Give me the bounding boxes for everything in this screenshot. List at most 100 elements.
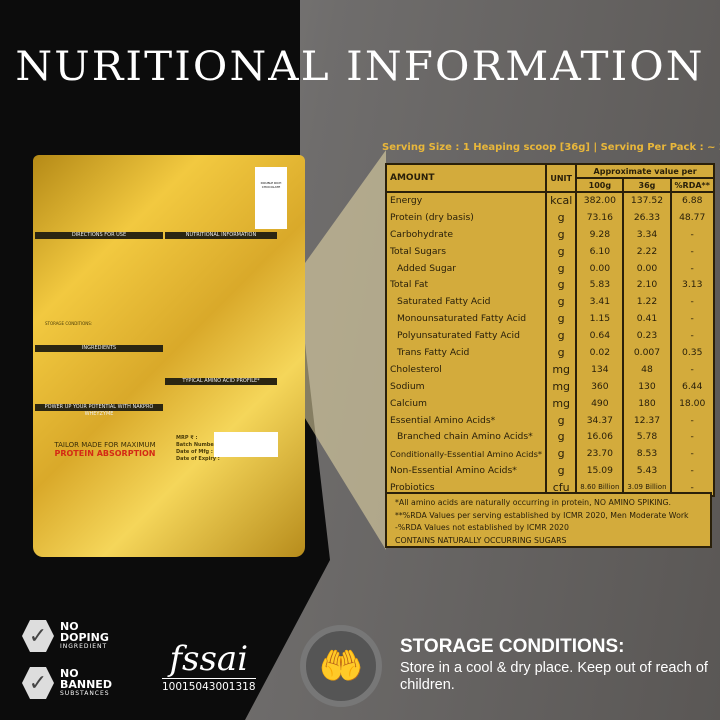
fssai-wordmark: fssai (162, 640, 256, 679)
note: **%RDA Values per serving established by… (395, 510, 689, 520)
cell-v100: 3.41 (575, 293, 625, 311)
table-row: Branched chain Amino Acids* g 16.06 5.78- (384, 428, 715, 446)
cell-unit: g (545, 259, 578, 277)
batch-sticker (214, 432, 278, 457)
cell-rda: - (669, 462, 715, 480)
cell-unit: kcal (545, 192, 578, 209)
cell-rda: - (669, 242, 715, 260)
cell-name: Sodium (384, 377, 548, 395)
cell-v36: 1.22 (622, 293, 672, 311)
fssai-number: 10015043001318 (162, 681, 256, 693)
expiry-line: Date of Expiry : (176, 456, 220, 462)
storage-text: Store in a cool & dry place. Keep out of… (400, 660, 708, 693)
cell-v100: 0.02 (575, 344, 625, 361)
cell-unit: mg (545, 394, 578, 412)
cell-rda: 3.13 (669, 276, 715, 294)
cell-v36: 2.22 (622, 242, 672, 260)
cell-unit: g (545, 208, 578, 226)
cell-rda: - (669, 293, 715, 311)
cell-name: Trans Fatty Acid (384, 344, 548, 361)
mfg-line: Date of Mfg : (176, 449, 213, 455)
cell-v36: 48 (622, 360, 672, 378)
badge-line: NO (60, 620, 79, 633)
storage-heading-small: STORAGE CONDITIONS: (45, 321, 93, 326)
table-row: Calcium mg 490 180 18.00 (384, 394, 715, 412)
cell-name: Polyunsaturated Fatty Acid (384, 327, 548, 345)
cell-v36: 5.78 (622, 428, 672, 446)
table-row: Non-Essential Amino Acids* g 15.09 5.43- (384, 462, 715, 480)
cell-v100: 6.10 (575, 242, 625, 260)
table-row: Trans Fatty Acid g 0.02 0.007 0.35 (384, 344, 715, 361)
cell-v100: 34.37 (575, 411, 625, 429)
power-heading: POWER UP YOUR POTENTIAL WITH NAKPRO WHEY… (35, 404, 163, 417)
cell-name: Total Fat (384, 276, 548, 294)
cell-v100: 382.00 (575, 192, 625, 209)
cell-name: Energy (384, 192, 548, 209)
cell-v100: 360 (575, 377, 625, 395)
header-100g: 100g (575, 178, 625, 193)
amino-heading: TYPICAL AMINO ACID PROFILE* (165, 378, 277, 385)
cell-rda: - (669, 310, 715, 328)
header-rda: %RDA** (669, 178, 715, 193)
cell-v36: 2.10 (622, 276, 672, 294)
header-36g: 36g (622, 178, 672, 193)
cell-name: Non-Essential Amino Acids* (384, 462, 548, 480)
table-row: Total Sugars g 6.10 2.22- (384, 242, 715, 260)
cell-unit: mg (545, 377, 578, 395)
cell-name: Carbohydrate (384, 225, 548, 243)
header-approx: Approximate value per (575, 164, 715, 179)
table-row: Energy kcal 382.00 137.52 6.88 (384, 192, 715, 209)
cell-unit: g (545, 445, 578, 463)
cell-v100: 8.60 Billion (575, 479, 625, 497)
mrp-line: MRP ₹ : (176, 435, 198, 441)
cell-rda: - (669, 327, 715, 345)
cell-v100: 23.70 (575, 445, 625, 463)
badge-line: NO (60, 667, 79, 680)
directions-heading: DIRECTIONS FOR USE (35, 232, 163, 239)
cell-unit: g (545, 411, 578, 429)
cell-unit: g (545, 225, 578, 243)
table-row: Sodium mg 360 130 6.44 (384, 377, 715, 395)
table-row: Conditionally-Essential Amino Acids* g 23.… (384, 445, 715, 463)
cell-rda: 6.88 (669, 192, 715, 209)
check-icon: ✓ (22, 620, 54, 652)
cell-unit: mg (545, 360, 578, 378)
product-pouch: DOUBLE RICH CHOCOLATE DIRECTIONS FOR USE… (33, 155, 305, 557)
cell-v100: 5.83 (575, 276, 625, 294)
cell-rda: - (669, 411, 715, 429)
badge-line: SUBSTANCES (60, 690, 110, 697)
cell-v100: 490 (575, 394, 625, 412)
cell-v100: 73.16 (575, 208, 625, 226)
cell-rda: 48.77 (669, 208, 715, 226)
cell-name: Saturated Fatty Acid (384, 293, 548, 311)
cell-v100: 15.09 (575, 462, 625, 480)
serving-size: Serving Size : 1 Heaping scoop [36g] | S… (382, 142, 720, 153)
cell-name: Monounsaturated Fatty Acid (384, 310, 548, 328)
cell-unit: g (545, 344, 578, 361)
cell-name: Conditionally-Essential Amino Acids* (384, 445, 548, 463)
cell-v100: 9.28 (575, 225, 625, 243)
table-row: Carbohydrate g 9.28 3.34- (384, 225, 715, 243)
badge-line: DOPING (60, 631, 109, 644)
cell-name: Branched chain Amino Acids* (384, 428, 548, 446)
table-row: Essential Amino Acids* g 34.37 12.37- (384, 411, 715, 429)
cell-v100: 16.06 (575, 428, 625, 446)
cell-v100: 134 (575, 360, 625, 378)
note: CONTAINS NATURALLY OCCURRING SUGARS (395, 535, 567, 545)
badge-line: INGREDIENT (60, 643, 108, 650)
cell-v36: 3.09 Billion (622, 479, 672, 497)
cell-rda: - (669, 479, 715, 497)
cell-rda: 6.44 (669, 377, 715, 395)
cell-unit: g (545, 242, 578, 260)
table-row: Saturated Fatty Acid g 3.41 1.22- (384, 293, 715, 311)
cell-v36: 0.23 (622, 327, 672, 345)
cell-name: Protein (dry basis) (384, 208, 548, 226)
cell-name: Probiotics (384, 479, 548, 497)
tailor-line1: TAILOR MADE FOR MAXIMUM (54, 441, 156, 449)
cell-v36: 5.43 (622, 462, 672, 480)
cell-v36: 12.37 (622, 411, 672, 429)
hands-holding-box-icon: 🤲 (300, 625, 382, 707)
no-doping-badge: ✓ NO DOPING INGREDIENT (22, 620, 109, 652)
table-row: Monounsaturated Fatty Acid g 1.15 0.41- (384, 310, 715, 328)
cell-name: Added Sugar (384, 259, 548, 277)
